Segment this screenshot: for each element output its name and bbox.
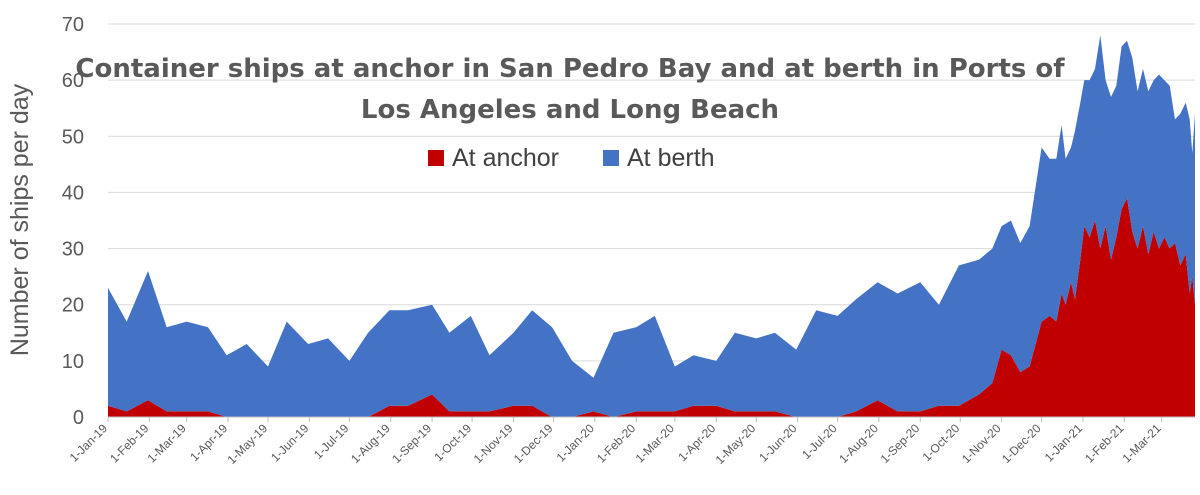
x-tick-label: 1-Mar-20 [633, 421, 678, 466]
x-tick-label: 1-Dec-20 [999, 421, 1044, 466]
x-tick-label: 1-Feb-19 [107, 421, 152, 466]
y-tick-label: 0 [73, 407, 84, 429]
y-tick-label: 50 [62, 126, 84, 148]
y-axis-label: Number of ships per day [6, 83, 34, 356]
y-tick-label: 70 [62, 14, 84, 36]
x-tick-label: 1-May-20 [713, 421, 759, 467]
x-tick-label: 1-Feb-20 [594, 421, 639, 466]
chart-title-line-1: Container ships at anchor in San Pedro B… [75, 54, 1065, 84]
x-tick-label: 1-Jul-19 [311, 421, 352, 462]
x-tick-label: 1-Jun-19 [268, 421, 312, 465]
y-tick-label: 30 [62, 239, 84, 261]
x-tick-label: 1-Jan-20 [554, 421, 598, 465]
x-tick-label: 1-Dec-19 [511, 421, 556, 466]
series-area-at-anchor [108, 198, 1195, 417]
gridlines [108, 23, 1195, 362]
x-tick-label: 1-Jul-20 [799, 421, 840, 462]
y-tick-label: 40 [62, 182, 84, 204]
x-tick-label: 1-Nov-19 [471, 421, 516, 466]
x-tick-label: 1-Feb-21 [1082, 421, 1127, 466]
y-axis-ticks: 0 10 20 30 40 50 60 70 [62, 14, 84, 429]
x-tick-label: 1-Aug-19 [348, 421, 393, 466]
x-tick-label: 1-Nov-20 [959, 421, 1004, 466]
legend-label-at-berth: At berth [627, 144, 715, 172]
y-tick-label: 20 [62, 295, 84, 317]
x-tick-label: 1-Jun-20 [756, 421, 800, 465]
x-tick-label: 1-Aug-20 [836, 421, 881, 466]
x-tick-label: 1-Mar-19 [144, 421, 189, 466]
chart-title-line-2: Los Angeles and Long Beach [361, 95, 779, 125]
x-axis-ticks: 1-Jan-191-Feb-191-Mar-191-Apr-191-May-19… [67, 417, 1164, 467]
x-tick-label: 1-Oct-19 [431, 421, 474, 464]
x-tick-label: 1-Sep-20 [878, 421, 923, 466]
area-series [108, 35, 1195, 417]
legend-swatch-at-berth [603, 150, 619, 166]
x-tick-label: 1-Oct-20 [919, 421, 962, 464]
x-tick-label: 1-May-19 [224, 421, 270, 467]
y-tick-label: 10 [62, 351, 84, 373]
x-tick-label: 1-Sep-19 [389, 421, 434, 466]
x-tick-label: 1-Mar-21 [1119, 421, 1164, 466]
x-tick-label: 1-Jan-21 [1042, 421, 1086, 465]
legend-label-at-anchor: At anchor [452, 144, 559, 172]
series-area-at-berth [108, 35, 1195, 417]
y-tick-label: 60 [62, 70, 84, 92]
legend-swatch-at-anchor [428, 150, 444, 166]
legend: At anchor At berth [428, 144, 715, 172]
